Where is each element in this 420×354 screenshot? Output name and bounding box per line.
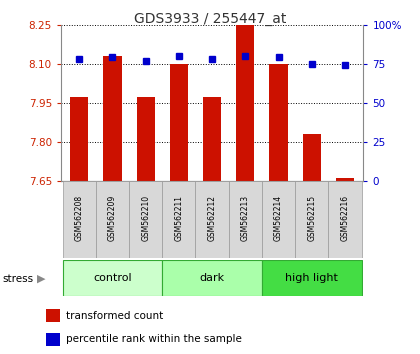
- Text: GDS3933 / 255447_at: GDS3933 / 255447_at: [134, 12, 286, 27]
- Bar: [129, 181, 162, 258]
- Text: transformed count: transformed count: [66, 310, 163, 320]
- Text: GSM562214: GSM562214: [274, 195, 283, 241]
- Bar: [195, 181, 229, 258]
- Bar: [162, 181, 195, 258]
- Bar: [336, 178, 354, 181]
- Bar: [63, 181, 96, 258]
- Text: GSM562211: GSM562211: [174, 195, 184, 241]
- Text: control: control: [93, 273, 132, 283]
- Bar: [262, 181, 295, 258]
- Text: GSM562210: GSM562210: [141, 195, 150, 241]
- Bar: [328, 181, 362, 258]
- Text: percentile rank within the sample: percentile rank within the sample: [66, 334, 242, 344]
- Bar: [136, 97, 155, 181]
- Text: GSM562213: GSM562213: [241, 195, 250, 241]
- Bar: [295, 181, 328, 258]
- Bar: [262, 260, 362, 296]
- Bar: [46, 333, 60, 346]
- Bar: [70, 97, 88, 181]
- Bar: [96, 181, 129, 258]
- Text: GSM562212: GSM562212: [207, 195, 217, 241]
- Text: high light: high light: [285, 273, 338, 283]
- Bar: [103, 56, 121, 181]
- Text: ▶: ▶: [37, 274, 45, 284]
- Text: GSM562208: GSM562208: [75, 195, 84, 241]
- Text: GSM562216: GSM562216: [341, 195, 349, 241]
- Bar: [170, 64, 188, 181]
- Bar: [303, 134, 321, 181]
- Bar: [236, 25, 255, 181]
- Text: GSM562209: GSM562209: [108, 195, 117, 241]
- Bar: [269, 64, 288, 181]
- Bar: [203, 97, 221, 181]
- Text: GSM562215: GSM562215: [307, 195, 316, 241]
- Bar: [162, 260, 262, 296]
- Bar: [63, 260, 162, 296]
- Text: dark: dark: [200, 273, 225, 283]
- Text: stress: stress: [2, 274, 33, 284]
- Bar: [46, 309, 60, 322]
- Bar: [229, 181, 262, 258]
